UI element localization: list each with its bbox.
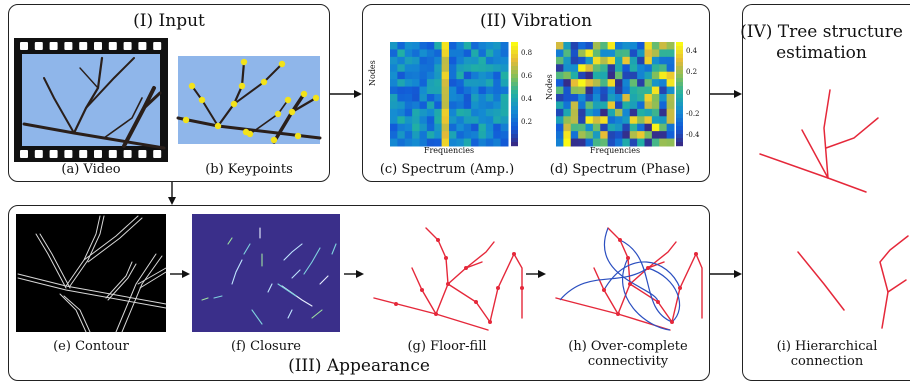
panel-tree-title-2: estimation: [776, 43, 867, 63]
floor-fill-graph: [373, 227, 524, 331]
arrow-input-to-appearance: [168, 182, 176, 205]
colorbar-amplitude: [511, 42, 518, 147]
heatmap-phase-xlabel: Frequencies: [589, 146, 641, 155]
colorbar-tick-label: 0: [686, 89, 691, 97]
arrow-contour-to-closure: [170, 270, 190, 278]
colorbar-tick-label: -0.4: [686, 130, 700, 139]
contour-image: [16, 214, 167, 333]
arrow-appearance-to-tree: [710, 270, 742, 278]
caption-video: (a) Video: [61, 162, 121, 177]
colorbar-tick-label: 0.2: [686, 68, 698, 77]
caption-spectrum-phase: (d) Spectrum (Phase): [549, 162, 691, 177]
panel-tree-structure: (IV) Tree structure estimation: [740, 4, 910, 381]
caption-keypoints: (b) Keypoints: [205, 162, 293, 177]
heatmap-amp-xlabel: Frequencies: [423, 146, 475, 155]
colorbar-tick-label: 0.4: [686, 47, 698, 56]
colorbar-tick-label: 0.2: [521, 117, 533, 126]
panel-tree-title-1: (IV) Tree structure: [740, 22, 903, 42]
video-film-strip: [14, 38, 168, 162]
colorbar-phase: [676, 42, 683, 147]
heatmap-phase-ylabel: Nodes: [545, 74, 554, 100]
arrow-input-to-vibration: [330, 90, 362, 98]
heatmap-amp-ylabel: Nodes: [368, 60, 377, 86]
over-complete-graph: [555, 227, 703, 331]
colorbar-tick-label: 0.8: [521, 48, 533, 57]
panel-appearance-title: (III) Appearance: [288, 356, 430, 376]
caption-floor-fill: (g) Floor-fill: [407, 339, 487, 354]
colorbar-tick-label: 0.6: [521, 71, 533, 80]
panel-vibration-title: (II) Vibration: [479, 11, 593, 31]
caption-over-complete-1: (h) Over-complete: [568, 339, 688, 354]
caption-closure: (f) Closure: [231, 339, 301, 354]
heatmap-phase: [556, 42, 675, 147]
caption-contour: (e) Contour: [53, 339, 129, 354]
caption-hierarchical-2: connection: [790, 354, 864, 369]
heatmap-amplitude: [390, 42, 509, 147]
colorbar-tick-label: -0.2: [686, 109, 700, 118]
caption-over-complete-2: connectivity: [587, 354, 669, 369]
arrow-floor-fill-to-over-complete: [526, 270, 546, 278]
panel-input-title: (I) Input: [133, 11, 205, 31]
arrow-closure-to-floor-fill: [344, 270, 364, 278]
caption-hierarchical-1: (i) Hierarchical: [776, 339, 878, 354]
colorbar-tick-label: 0.4: [521, 94, 533, 103]
tree-estimate-bottom: [797, 235, 909, 329]
closure-image: [192, 214, 340, 332]
keypoints-image: [176, 56, 322, 144]
tree-estimate-top: [759, 89, 879, 193]
caption-spectrum-amp: (c) Spectrum (Amp.): [379, 162, 515, 177]
arrow-vibration-to-tree: [710, 90, 742, 98]
